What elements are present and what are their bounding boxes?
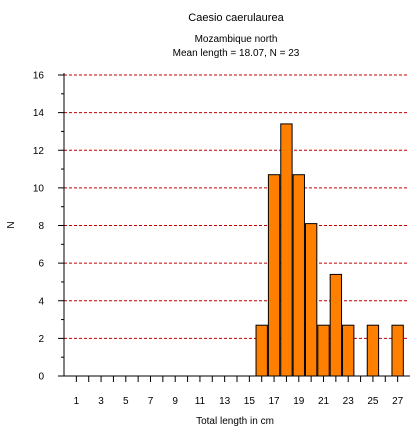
- bar-22: [329, 273, 343, 377]
- y-tick-label-0: 0: [38, 372, 44, 383]
- x-tick-label-1: 1: [74, 396, 80, 407]
- axes: [63, 73, 410, 377]
- y-tick-label-4: 4: [38, 296, 44, 307]
- bar-18: [280, 123, 293, 377]
- chart-title: Caesio caerulaurea: [188, 12, 284, 24]
- gridlines: [64, 74, 408, 339]
- x-tick-label-5: 5: [123, 396, 129, 407]
- y-tick-label-12: 12: [33, 146, 45, 157]
- x-tick-label-23: 23: [343, 396, 355, 407]
- y-tick-label-8: 8: [38, 221, 44, 232]
- x-tick-label-25: 25: [367, 396, 379, 407]
- x-tick-label-7: 7: [148, 396, 154, 407]
- y-tick-label-14: 14: [33, 108, 45, 119]
- bar-25: [366, 324, 380, 377]
- bar-20: [304, 223, 318, 377]
- x-axis-label: Total length in cm: [196, 416, 274, 427]
- y-axis-label: N: [6, 221, 17, 228]
- chart-subtitle-stats: Mean length = 18.07, N = 23: [173, 48, 300, 59]
- x-axis-ticks: 1 3 5 7 9 11 13 15 17 19 21 23 25 27: [74, 376, 404, 407]
- bar-19: [292, 174, 305, 377]
- x-tick-label-19: 19: [293, 396, 305, 407]
- x-tick-label-11: 11: [195, 396, 206, 407]
- x-tick-label-21: 21: [318, 396, 330, 407]
- x-tick-label-15: 15: [244, 396, 256, 407]
- bar-21: [317, 324, 330, 377]
- y-tick-label-6: 6: [38, 259, 44, 270]
- y-tick-label-16: 16: [33, 71, 45, 82]
- y-tick-label-2: 2: [38, 334, 44, 345]
- y-tick-label-10: 10: [33, 183, 45, 194]
- chart-subtitle-location: Mozambique north: [195, 34, 278, 45]
- x-tick-label-13: 13: [219, 396, 231, 407]
- bar-16: [255, 324, 268, 377]
- x-tick-label-27: 27: [392, 396, 404, 407]
- x-tick-label-3: 3: [98, 396, 104, 407]
- y-axis-ticks: 0 2 4 6 8 10 12 14 16: [33, 71, 64, 383]
- bar-23: [342, 324, 355, 377]
- x-tick-label-9: 9: [172, 396, 178, 407]
- bar-27: [391, 324, 404, 377]
- x-tick-label-17: 17: [269, 396, 281, 407]
- bar-17: [267, 174, 281, 377]
